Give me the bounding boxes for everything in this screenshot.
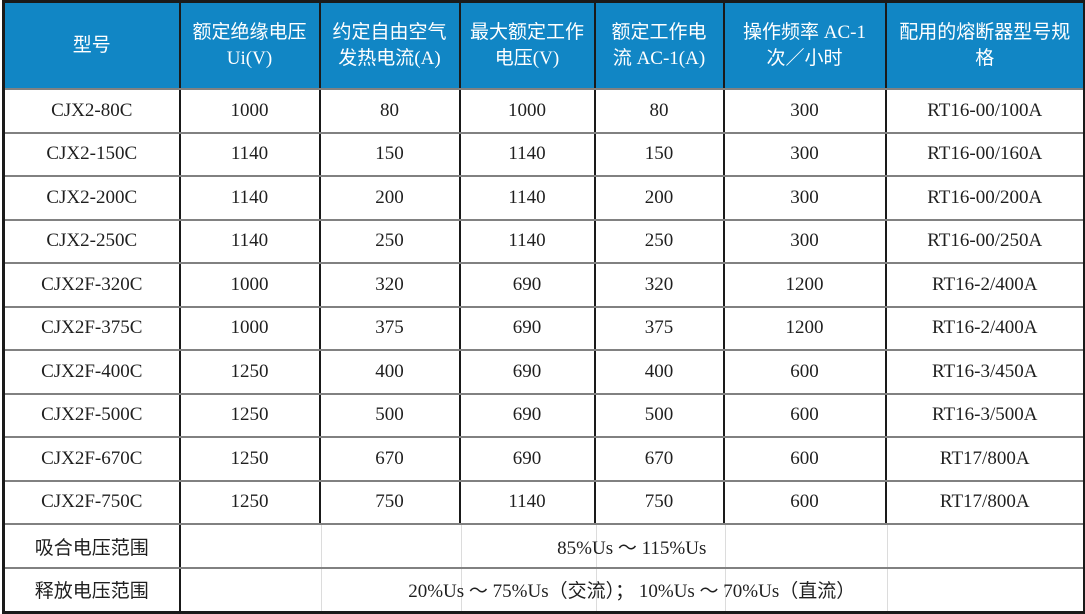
cell-insulation-voltage: 1250 [178, 479, 321, 525]
pickup-voltage-range-label: 吸合电压范围 [2, 523, 181, 569]
cell-rated-current-ac1: 750 [593, 479, 725, 525]
cell-fuse-spec: RT16-3/500A [884, 392, 1085, 438]
cell-max-working-voltage: 1140 [458, 479, 596, 525]
cell-thermal-current: 750 [318, 479, 461, 525]
cell-operating-frequency: 300 [722, 175, 887, 221]
cell-operating-frequency: 300 [722, 218, 887, 264]
release-voltage-range-row: 释放电压范围 20%Us ～ 75%Us（交流）； 10%Us ～ 70%Us（… [2, 567, 1085, 613]
cell-max-working-voltage: 1140 [458, 218, 596, 264]
cell-insulation-voltage: 1250 [178, 436, 321, 482]
cell-rated-current-ac1: 500 [593, 392, 725, 438]
cell-insulation-voltage: 1140 [178, 131, 321, 177]
column-header-operating-frequency: 操作频率 AC-1 次／小时 [722, 0, 887, 90]
header-row: 型号 额定绝缘电压 Ui(V) 约定自由空气发热电流(A) 最大额定工作电压(V… [2, 0, 1085, 90]
cell-model: CJX2-200C [2, 175, 181, 221]
cell-operating-frequency: 600 [722, 436, 887, 482]
cell-rated-current-ac1: 375 [593, 305, 725, 351]
cell-insulation-voltage: 1000 [178, 88, 321, 134]
cell-thermal-current: 250 [318, 218, 461, 264]
cell-rated-current-ac1: 320 [593, 262, 725, 308]
cell-fuse-spec: RT16-00/100A [884, 88, 1085, 134]
cell-fuse-spec: RT16-3/450A [884, 349, 1085, 395]
table-row: CJX2F-400C 1250 400 690 400 600 RT16-3/4… [2, 349, 1085, 395]
cell-insulation-voltage: 1250 [178, 392, 321, 438]
cell-operating-frequency: 300 [722, 88, 887, 134]
column-header-max-working-voltage: 最大额定工作电压(V) [458, 0, 596, 90]
table-row: CJX2-250C 1140 250 1140 250 300 RT16-00/… [2, 218, 1085, 264]
cell-max-working-voltage: 690 [458, 392, 596, 438]
table-row: CJX2F-500C 1250 500 690 500 600 RT16-3/5… [2, 392, 1085, 438]
cell-rated-current-ac1: 200 [593, 175, 725, 221]
cell-thermal-current: 80 [318, 88, 461, 134]
cell-rated-current-ac1: 150 [593, 131, 725, 177]
cell-fuse-spec: RT16-00/200A [884, 175, 1085, 221]
cell-insulation-voltage: 1000 [178, 305, 321, 351]
cell-max-working-voltage: 690 [458, 305, 596, 351]
table-row: CJX2F-375C 1000 375 690 375 1200 RT16-2/… [2, 305, 1085, 351]
cell-rated-current-ac1: 670 [593, 436, 725, 482]
cell-insulation-voltage: 1000 [178, 262, 321, 308]
cell-model: CJX2F-400C [2, 349, 181, 395]
cell-model: CJX2F-670C [2, 436, 181, 482]
cell-model: CJX2-250C [2, 218, 181, 264]
cell-thermal-current: 150 [318, 131, 461, 177]
cell-fuse-spec: RT16-00/250A [884, 218, 1085, 264]
cell-thermal-current: 670 [318, 436, 461, 482]
table-row: CJX2F-750C 1250 750 1140 750 600 RT17/80… [2, 479, 1085, 525]
pickup-voltage-range-value: 85%Us ～ 115%Us [178, 523, 1085, 569]
cell-thermal-current: 500 [318, 392, 461, 438]
cell-operating-frequency: 1200 [722, 262, 887, 308]
cell-rated-current-ac1: 80 [593, 88, 725, 134]
cell-thermal-current: 400 [318, 349, 461, 395]
column-header-rated-current-ac1: 额定工作电流 AC-1(A) [593, 0, 725, 90]
cell-fuse-spec: RT16-2/400A [884, 305, 1085, 351]
cell-max-working-voltage: 1140 [458, 175, 596, 221]
table-header: 型号 额定绝缘电压 Ui(V) 约定自由空气发热电流(A) 最大额定工作电压(V… [2, 0, 1085, 90]
cell-insulation-voltage: 1140 [178, 218, 321, 264]
cell-model: CJX2-150C [2, 131, 181, 177]
cell-max-working-voltage: 690 [458, 262, 596, 308]
release-voltage-range-value: 20%Us ～ 75%Us（交流）； 10%Us ～ 70%Us（直流） [178, 567, 1085, 613]
cell-rated-current-ac1: 400 [593, 349, 725, 395]
cell-insulation-voltage: 1140 [178, 175, 321, 221]
cell-operating-frequency: 1200 [722, 305, 887, 351]
table-row: CJX2F-320C 1000 320 690 320 1200 RT16-2/… [2, 262, 1085, 308]
table-row: CJX2-80C 1000 80 1000 80 300 RT16-00/100… [2, 88, 1085, 134]
cell-operating-frequency: 600 [722, 479, 887, 525]
table-body: CJX2-80C 1000 80 1000 80 300 RT16-00/100… [2, 88, 1085, 613]
cell-fuse-spec: RT17/800A [884, 479, 1085, 525]
cell-model: CJX2F-500C [2, 392, 181, 438]
cell-model: CJX2F-750C [2, 479, 181, 525]
cell-fuse-spec: RT17/800A [884, 436, 1085, 482]
cell-insulation-voltage: 1250 [178, 349, 321, 395]
column-header-thermal-current: 约定自由空气发热电流(A) [318, 0, 461, 90]
column-header-model: 型号 [2, 0, 181, 90]
cell-model: CJX2-80C [2, 88, 181, 134]
cell-model: CJX2F-320C [2, 262, 181, 308]
release-voltage-range-label: 释放电压范围 [2, 567, 181, 613]
cell-operating-frequency: 600 [722, 349, 887, 395]
table-row: CJX2F-670C 1250 670 690 670 600 RT17/800… [2, 436, 1085, 482]
cell-max-working-voltage: 690 [458, 349, 596, 395]
cell-operating-frequency: 600 [722, 392, 887, 438]
cell-max-working-voltage: 690 [458, 436, 596, 482]
cell-thermal-current: 375 [318, 305, 461, 351]
cell-max-working-voltage: 1140 [458, 131, 596, 177]
cell-fuse-spec: RT16-00/160A [884, 131, 1085, 177]
pickup-voltage-range-row: 吸合电压范围 85%Us ～ 115%Us [2, 523, 1085, 569]
cell-operating-frequency: 300 [722, 131, 887, 177]
table-row: CJX2-150C 1140 150 1140 150 300 RT16-00/… [2, 131, 1085, 177]
cell-max-working-voltage: 1000 [458, 88, 596, 134]
column-header-insulation-voltage: 额定绝缘电压 Ui(V) [178, 0, 321, 90]
cell-fuse-spec: RT16-2/400A [884, 262, 1085, 308]
column-header-fuse-spec: 配用的熔断器型号规格 [884, 0, 1085, 90]
cell-thermal-current: 320 [318, 262, 461, 308]
cell-rated-current-ac1: 250 [593, 218, 725, 264]
table-row: CJX2-200C 1140 200 1140 200 300 RT16-00/… [2, 175, 1085, 221]
cell-model: CJX2F-375C [2, 305, 181, 351]
cell-thermal-current: 200 [318, 175, 461, 221]
